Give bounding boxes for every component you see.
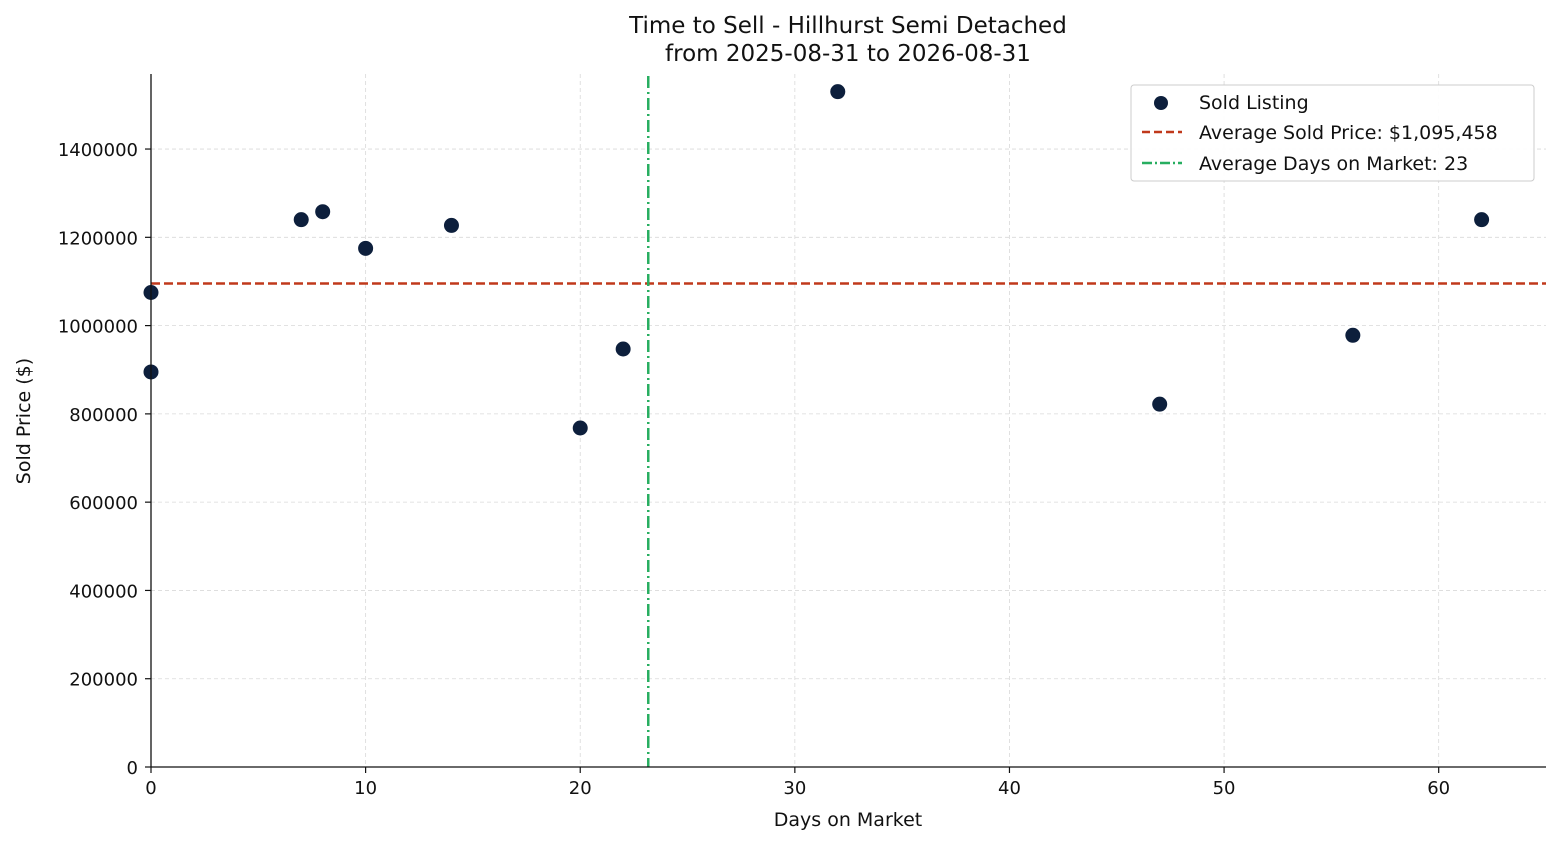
y-tick-label: 1000000	[58, 317, 138, 338]
chart-title: Time to Sell - Hillhurst Semi Detached	[628, 13, 1067, 39]
data-point	[315, 204, 331, 220]
y-tick-label: 800000	[69, 405, 138, 426]
reference-lines	[151, 76, 1546, 767]
legend-box	[1130, 84, 1535, 182]
x-tick-label: 20	[569, 778, 592, 799]
y-tick-label: 400000	[69, 581, 138, 602]
x-axis-label: Days on Market	[774, 809, 922, 831]
legend-label-avg-days: Average Days on Market: 23	[1199, 153, 1468, 175]
x-tick-label: 0	[145, 778, 156, 799]
x-tick-label: 50	[1213, 778, 1236, 799]
legend-marker-sold-listing	[1154, 96, 1168, 110]
y-axis-label: Sold Price ($)	[13, 358, 35, 484]
x-tick-label: 30	[783, 778, 806, 799]
y-tick-label: 600000	[69, 493, 138, 514]
legend: Sold Listing Average Sold Price: $1,095,…	[1130, 84, 1535, 182]
y-tick-label: 1400000	[58, 140, 138, 161]
data-point	[1345, 327, 1361, 343]
data-point	[293, 212, 309, 228]
legend-label-avg-price: Average Sold Price: $1,095,458	[1199, 122, 1498, 144]
axes	[150, 74, 1546, 768]
y-tick-label: 200000	[69, 670, 138, 691]
data-point	[1152, 396, 1168, 412]
x-tick-label: 40	[998, 778, 1021, 799]
chart-subtitle: from 2025-08-31 to 2026-08-31	[665, 41, 1031, 67]
data-point	[358, 240, 374, 256]
grid	[151, 74, 1546, 767]
data-point	[443, 217, 459, 233]
x-tick-label: 10	[354, 778, 377, 799]
x-tick-label: 60	[1427, 778, 1450, 799]
y-tick-label: 0	[127, 758, 138, 779]
data-point	[572, 420, 588, 436]
data-point	[615, 341, 631, 357]
x-ticks: 0 10 20 30 40 50 60	[145, 767, 1450, 799]
y-ticks: 0 200000 400000 600000 800000 1000000 1200000 1…	[58, 140, 151, 779]
data-point	[830, 84, 846, 100]
legend-label-sold-listing: Sold Listing	[1199, 92, 1309, 114]
y-tick-label: 1200000	[58, 228, 138, 249]
data-point	[1474, 212, 1490, 228]
